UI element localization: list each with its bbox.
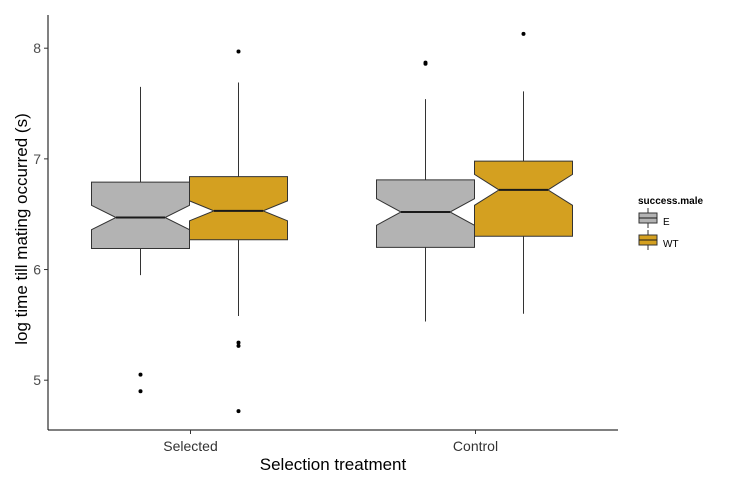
legend-label-wt: WT [663,239,679,250]
outlier-wt-selected-0 [236,49,241,54]
outlier-wt-selected-1 [236,340,241,345]
x-axis-title: Selection treatment [260,455,407,474]
legend-title: success.male [638,196,703,207]
y-tick-label-7: 7 [33,151,41,167]
axes: 5 6 7 8 Selected Control [33,15,618,454]
y-tick-label-6: 6 [33,262,41,278]
plot-area [91,31,573,414]
legend-label-e: E [663,217,670,228]
y-tick-label-8: 8 [33,40,41,56]
outlier-e-selected-1 [138,389,143,394]
outlier-e-selected-0 [138,372,143,377]
y-axis-title: log time till mating occurred (s) [12,113,31,344]
box-wt-selected [189,176,288,241]
box-wt-control [474,160,573,237]
legend: success.male E WT [638,196,703,250]
outlier-wt-selected-2 [236,343,241,348]
y-tick-label-5: 5 [33,372,41,388]
x-tick-label-selected: Selected [163,438,217,454]
outlier-wt-control-0 [521,31,526,36]
x-tick-label-control: Control [453,438,498,454]
outlier-e-control-1 [423,60,428,65]
outlier-wt-selected-3 [236,409,241,414]
